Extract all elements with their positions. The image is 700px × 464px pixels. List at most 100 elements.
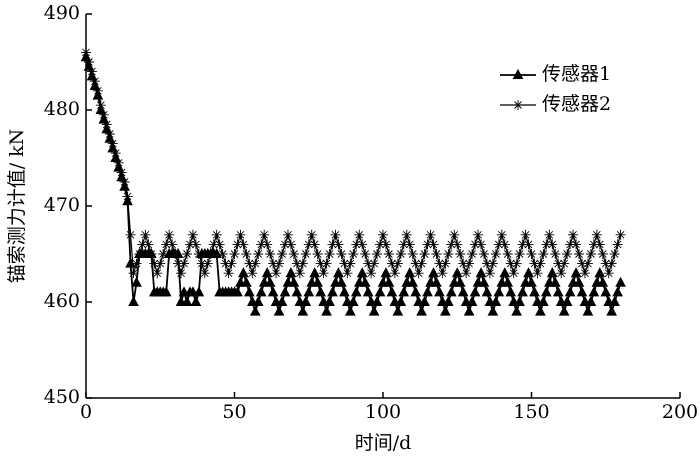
marker — [410, 258, 421, 269]
marker — [449, 229, 460, 240]
marker — [122, 191, 133, 202]
marker — [594, 239, 605, 250]
marker — [315, 258, 326, 269]
marker — [520, 229, 531, 240]
marker — [612, 239, 623, 250]
marker — [422, 286, 433, 297]
marker — [360, 249, 371, 259]
marker — [425, 229, 436, 240]
marker — [600, 258, 611, 269]
marker — [128, 295, 139, 306]
marker — [369, 258, 380, 269]
y-tick-label: 450 — [44, 386, 80, 408]
marker — [573, 276, 585, 287]
marker — [261, 267, 273, 278]
marker — [279, 286, 291, 297]
marker — [559, 258, 570, 269]
marker — [452, 239, 463, 250]
marker — [585, 249, 596, 259]
marker — [315, 286, 326, 297]
marker — [241, 249, 252, 259]
marker — [285, 267, 297, 278]
marker — [476, 239, 487, 250]
marker — [517, 239, 528, 250]
marker — [330, 229, 341, 240]
marker — [264, 276, 276, 287]
marker — [279, 239, 290, 250]
marker — [544, 229, 555, 240]
marker — [229, 249, 240, 259]
marker — [392, 258, 403, 269]
marker — [529, 286, 540, 297]
marker — [351, 239, 362, 250]
marker — [359, 276, 371, 287]
marker — [535, 258, 546, 269]
marker — [128, 268, 139, 279]
marker — [574, 249, 585, 259]
marker — [416, 305, 427, 316]
marker — [451, 267, 463, 278]
marker — [514, 295, 525, 306]
marker — [309, 267, 321, 278]
marker — [131, 276, 142, 287]
marker — [309, 239, 320, 250]
marker — [362, 286, 374, 297]
marker — [146, 249, 157, 259]
marker — [487, 305, 499, 316]
marker — [250, 258, 261, 269]
marker — [457, 286, 469, 297]
marker — [339, 258, 350, 269]
marker — [167, 239, 178, 250]
marker — [603, 268, 614, 279]
marker — [116, 167, 127, 178]
marker — [481, 286, 493, 297]
marker — [434, 258, 445, 269]
marker — [86, 66, 97, 77]
marker — [428, 239, 439, 250]
marker — [205, 249, 216, 259]
marker — [92, 85, 103, 96]
marker — [380, 267, 392, 278]
y-tick-label: 460 — [44, 290, 80, 312]
marker — [478, 276, 490, 287]
marker — [597, 249, 608, 259]
y-tick-label: 490 — [44, 2, 80, 24]
marker — [327, 239, 338, 250]
marker — [523, 239, 534, 250]
marker — [404, 239, 415, 250]
marker — [350, 286, 362, 297]
marker — [571, 239, 582, 250]
marker — [422, 239, 433, 250]
marker — [389, 268, 400, 279]
marker — [378, 229, 388, 240]
marker — [288, 276, 300, 287]
marker — [484, 268, 495, 279]
marker — [561, 295, 573, 306]
marker — [407, 249, 418, 259]
marker — [395, 249, 406, 259]
marker — [134, 249, 145, 259]
marker — [562, 249, 573, 259]
marker — [493, 286, 505, 297]
marker — [119, 177, 130, 187]
marker — [211, 229, 222, 240]
marker — [535, 305, 546, 316]
marker — [386, 258, 397, 269]
marker — [606, 305, 618, 316]
marker — [517, 286, 528, 297]
marker — [490, 295, 502, 306]
marker — [255, 286, 267, 297]
marker — [179, 258, 190, 269]
marker — [493, 239, 504, 250]
marker — [609, 249, 620, 259]
marker — [277, 249, 288, 259]
marker — [395, 295, 407, 306]
marker — [181, 295, 193, 306]
marker — [446, 239, 457, 250]
marker — [95, 100, 106, 111]
marker — [375, 239, 386, 250]
marker — [244, 258, 255, 269]
marker — [297, 305, 309, 316]
y-tick-label: 470 — [44, 194, 80, 216]
